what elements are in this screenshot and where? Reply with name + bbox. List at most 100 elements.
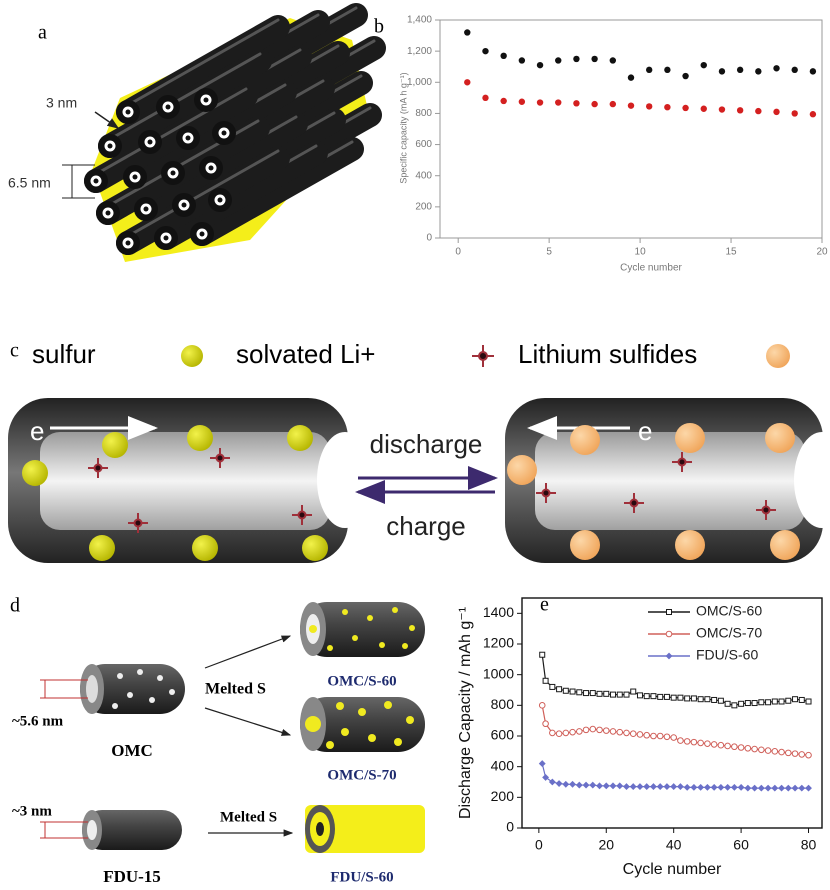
marker — [758, 785, 764, 791]
marker — [550, 730, 556, 736]
y-tick-label: 1400 — [483, 604, 514, 620]
marker — [677, 784, 683, 790]
figure: a 3 nm 6.5 nm c sulfur solvated Li+ Lith… — [0, 0, 830, 890]
panel-d: d ~5.6 nm OMC Melted S OMC/S-60 OMC/S-70 — [10, 595, 425, 886]
marker — [684, 784, 690, 790]
pore-core — [126, 110, 131, 115]
marker — [698, 740, 704, 746]
marker — [691, 696, 696, 701]
marker — [745, 701, 750, 706]
data-point — [610, 57, 616, 63]
data-point — [773, 65, 779, 71]
data-point — [555, 99, 561, 105]
marker — [617, 692, 622, 697]
data-point — [500, 53, 506, 59]
panel-label: a — [38, 22, 47, 44]
marker — [738, 784, 744, 790]
panel-label: b — [374, 16, 384, 38]
y-tick-label: 800 — [415, 108, 432, 119]
electron-label: e — [638, 416, 652, 446]
marker — [711, 784, 717, 790]
product-label: OMC/S-60 — [327, 673, 396, 689]
y-tick-label: 1,200 — [407, 46, 432, 57]
marker — [666, 653, 672, 659]
marker — [718, 784, 724, 790]
x-tick-label: 80 — [801, 837, 817, 853]
marker — [651, 733, 657, 739]
data-point — [464, 29, 470, 35]
marker — [704, 784, 710, 790]
data-point — [810, 68, 816, 74]
marker — [590, 782, 596, 788]
marker — [806, 752, 812, 758]
process-label: Melted S — [205, 681, 266, 698]
data-point — [701, 62, 707, 68]
marker — [765, 785, 771, 791]
dimension-mark — [40, 822, 88, 838]
data-point — [591, 56, 597, 62]
marker — [785, 750, 791, 756]
marker — [624, 692, 629, 697]
marker — [543, 678, 548, 683]
marker — [772, 749, 778, 755]
marker — [725, 701, 730, 706]
marker — [651, 694, 656, 699]
y-axis-label: Specific capacity (mA h g⁻¹) — [398, 72, 408, 183]
pore-core — [204, 98, 209, 103]
data-point — [610, 101, 616, 107]
y-axis-label: Discharge Capacity / mAh g⁻¹ — [457, 607, 474, 819]
marker — [664, 784, 670, 790]
marker — [597, 691, 602, 696]
marker — [666, 631, 672, 637]
spacing-label: 6.5 nm — [8, 175, 51, 191]
marker — [685, 696, 690, 701]
pore-core — [133, 175, 138, 180]
data-point — [537, 62, 543, 68]
data-point — [682, 105, 688, 111]
marker — [718, 698, 723, 703]
x-axis-label: Cycle number — [620, 263, 682, 274]
marker — [732, 744, 738, 750]
marker — [657, 784, 663, 790]
li-icon — [472, 345, 494, 367]
charge-label: charge — [386, 511, 466, 541]
marker — [765, 748, 771, 754]
marker — [799, 697, 804, 702]
x-tick-label: 5 — [546, 247, 552, 258]
legend-label: solvated Li+ — [236, 339, 375, 369]
pore-core — [126, 241, 131, 246]
omc-label: OMC — [111, 741, 153, 760]
discharge-label: discharge — [370, 429, 483, 459]
y-tick-label: 600 — [491, 727, 515, 743]
omc-cylinder — [80, 664, 185, 714]
data-point — [755, 108, 761, 114]
marker — [603, 728, 609, 734]
marker — [664, 694, 669, 699]
legend-label: sulfur — [32, 339, 96, 369]
size-label: ~3 nm — [12, 803, 52, 819]
data-point — [755, 68, 761, 74]
pore-core — [166, 105, 171, 110]
marker — [806, 785, 812, 791]
pore-core — [222, 131, 227, 136]
legend-label: OMC/S-70 — [696, 625, 762, 641]
product-label: FDU/S-60 — [330, 869, 393, 885]
marker — [603, 783, 609, 789]
y-tick-label: 200 — [491, 788, 515, 804]
marker — [556, 731, 562, 737]
panel-a: a 3 nm 6.5 nm — [8, 8, 374, 262]
pore-core — [144, 207, 149, 212]
marker — [540, 652, 545, 657]
pore-core — [218, 198, 223, 203]
plot-frame — [522, 598, 822, 828]
data-point — [591, 101, 597, 107]
panel-label: e — [540, 594, 549, 616]
marker — [597, 783, 603, 789]
marker — [664, 734, 670, 740]
fdu-label: FDU-15 — [103, 867, 161, 886]
legend-label: FDU/S-60 — [696, 647, 758, 663]
data-point — [664, 104, 670, 110]
right-tube — [505, 398, 830, 563]
marker — [705, 741, 711, 747]
marker — [671, 735, 677, 741]
